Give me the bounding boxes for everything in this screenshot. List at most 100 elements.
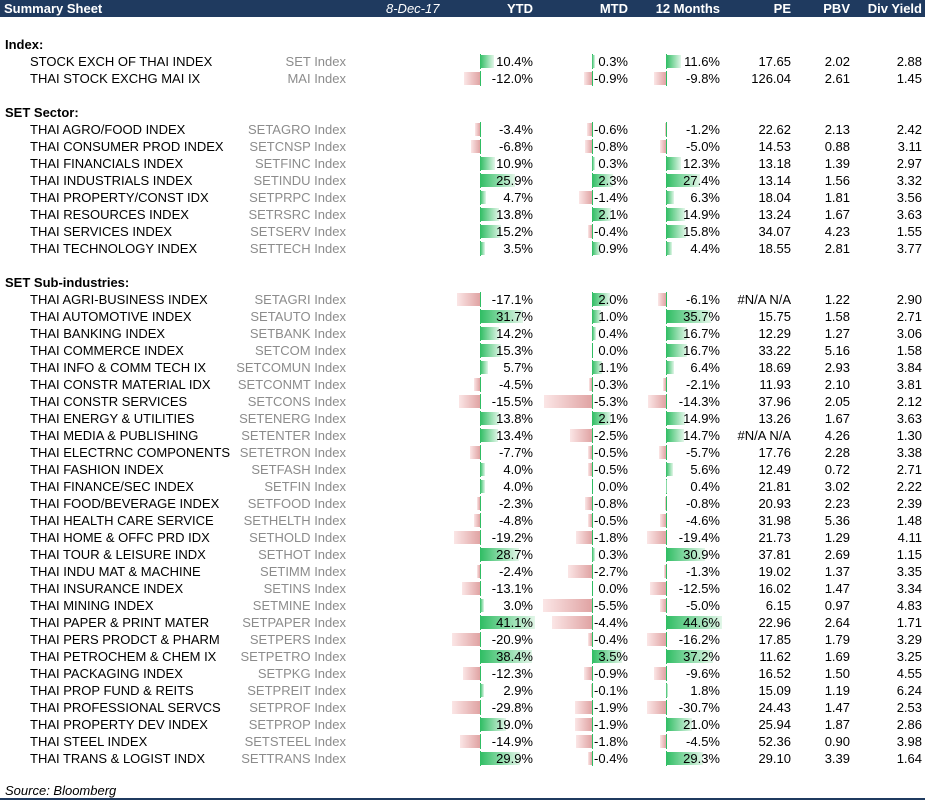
ytd-data-bar (480, 548, 519, 561)
twelve-month-value: -9.6% (686, 666, 720, 681)
twelve-month-value: 16.7% (683, 343, 720, 358)
twelve-month-value: -16.2% (678, 632, 720, 647)
mtd-data-bar (552, 616, 592, 629)
ytd-data-bar (463, 72, 480, 85)
pbv-value: 2.23 (824, 496, 850, 511)
mtd-data-bar (586, 123, 592, 136)
mtd-data-bar (584, 140, 592, 153)
mtd-data-bar (588, 752, 592, 765)
table-row: THAI PROFESSIONAL SERVCS SETPROF Index -29… (0, 699, 925, 716)
m12-data-bar (666, 684, 669, 697)
table-row: THAI COMMERCE INDEX SETCOM Index 15.3% 0.0%… (0, 342, 925, 359)
mtd-data-bar (592, 174, 613, 187)
ytd-value: -3.4% (499, 122, 533, 137)
ticker-code: SETTRANS Index (241, 751, 346, 766)
source-note: Source: Bloomberg (5, 783, 117, 798)
twelve-month-value: 30.9% (683, 547, 720, 562)
mtd-data-bar (583, 72, 592, 85)
mtd-data-bar (587, 514, 592, 527)
ytd-data-bar (476, 565, 480, 578)
div-yield-value: 2.42 (896, 122, 922, 137)
pe-value: #N/A N/A (737, 292, 791, 307)
index-name: THAI SERVICES INDEX (30, 224, 173, 239)
m12-bar-axis (666, 513, 667, 528)
ytd-value: -6.8% (499, 139, 533, 154)
col-header-12m: 12 Months (655, 1, 720, 16)
div-yield-value: 1.71 (896, 615, 922, 630)
mtd-bar-axis (592, 564, 593, 579)
mtd-value: -1.9% (594, 700, 628, 715)
ytd-data-bar (480, 616, 536, 629)
m12-bar-axis (666, 71, 667, 86)
ticker-code: SETFIN Index (264, 479, 346, 494)
ytd-value: 10.9% (496, 156, 533, 171)
mtd-data-bar (574, 701, 592, 714)
ticker-code: SETCONS Index (247, 394, 346, 409)
pbv-value: 1.58 (824, 309, 850, 324)
mtd-value: -0.1% (594, 683, 628, 698)
ticker-code: SETAGRI Index (254, 292, 346, 307)
pbv-value: 1.67 (824, 207, 850, 222)
table-row: THAI PROP FUND & REITS SETPREIT Index 2.9%… (0, 682, 925, 699)
mtd-value: 2.1% (598, 207, 628, 222)
ytd-bar-axis (480, 666, 481, 681)
ticker-code: SETETRON Index (239, 445, 346, 460)
twelve-month-value: -5.7% (686, 445, 720, 460)
div-yield-value: 3.34 (896, 581, 922, 596)
index-name: THAI FINANCE/SEC INDEX (30, 479, 194, 494)
ytd-value: 2.9% (503, 683, 533, 698)
ticker-code: SETHELTH Index (243, 513, 346, 528)
mtd-bar-axis (592, 71, 593, 86)
mtd-value: -4.4% (594, 615, 628, 630)
pe-value: 16.02 (758, 581, 791, 596)
ticker-code: SETINDU Index (253, 173, 346, 188)
ytd-data-bar (459, 395, 480, 408)
mtd-value: -5.5% (594, 598, 628, 613)
ytd-data-bar (480, 157, 495, 170)
div-yield-value: 4.55 (896, 666, 922, 681)
div-yield-value: 1.45 (896, 71, 922, 86)
div-yield-value: 3.77 (896, 241, 922, 256)
mtd-bar-axis (592, 428, 593, 443)
ytd-value: -4.8% (499, 513, 533, 528)
ytd-data-bar (462, 582, 480, 595)
twelve-month-value: 16.7% (683, 326, 720, 341)
ytd-value: -15.5% (491, 394, 533, 409)
ticker-code: SETTECH Index (249, 241, 346, 256)
m12-bar-axis (666, 496, 667, 511)
twelve-month-value: 5.6% (690, 462, 720, 477)
ticker-code: SETSTEEL Index (244, 734, 346, 749)
m12-bar-axis (666, 122, 667, 137)
pe-value: 13.26 (758, 411, 791, 426)
ytd-data-bar (480, 684, 484, 697)
ytd-value: -12.0% (491, 71, 533, 86)
ytd-value: 41.1% (496, 615, 533, 630)
pe-value: 33.22 (758, 343, 791, 358)
pbv-value: 1.69 (824, 649, 850, 664)
div-yield-value: 2.53 (896, 700, 922, 715)
pbv-value: 2.81 (824, 241, 850, 256)
pe-value: 18.04 (758, 190, 791, 205)
index-name: THAI PERS PRODCT & PHARM (30, 632, 220, 647)
pbv-value: 2.05 (824, 394, 850, 409)
m12-data-bar (664, 123, 666, 136)
pbv-value: 3.02 (824, 479, 850, 494)
twelve-month-value: -19.4% (678, 530, 720, 545)
pbv-value: 1.39 (824, 156, 850, 171)
m12-data-bar (666, 174, 701, 187)
mtd-value: 2.3% (598, 173, 628, 188)
ytd-value: 4.0% (503, 479, 533, 494)
m12-bar-axis (666, 479, 667, 494)
index-name: THAI AGRI-BUSINESS INDEX (30, 292, 208, 307)
pe-value: 21.81 (758, 479, 791, 494)
mtd-data-bar (584, 497, 592, 510)
m12-data-bar (666, 548, 705, 561)
m12-bar-axis (666, 581, 667, 596)
table-row: THAI CONSTR SERVICES SETCONS Index -15.5% -… (0, 393, 925, 410)
index-name: THAI PROPERTY DEV INDEX (30, 717, 208, 732)
pbv-value: 1.56 (824, 173, 850, 188)
div-yield-value: 3.11 (897, 139, 922, 154)
mtd-value: -0.4% (594, 751, 628, 766)
div-yield-value: 3.38 (896, 445, 922, 460)
m12-data-bar (666, 429, 685, 442)
